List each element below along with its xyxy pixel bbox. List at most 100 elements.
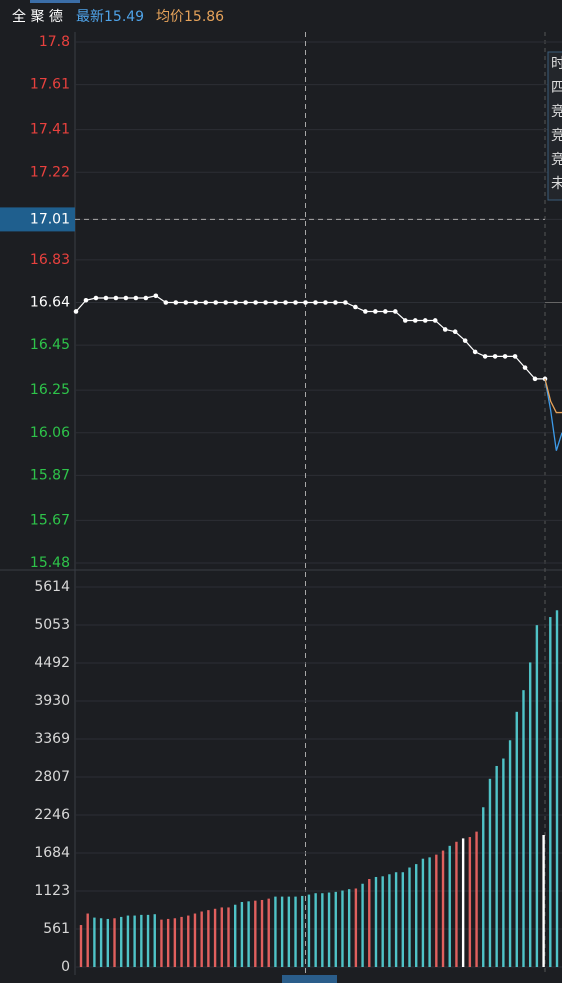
auction-point <box>512 354 518 359</box>
volume-bar <box>79 925 83 967</box>
volume-bar <box>448 845 451 967</box>
latest-value: 15.49 <box>104 9 144 25</box>
volume-bar <box>508 740 512 967</box>
auction-point <box>472 349 478 355</box>
volume-bar <box>99 918 103 967</box>
auction-point <box>223 300 228 305</box>
auction-point <box>333 300 338 305</box>
volume-bar <box>254 900 257 967</box>
volume-bar <box>421 858 425 967</box>
volume-bar <box>193 913 197 967</box>
volume-bar <box>401 872 405 967</box>
y-tick-label: 16.06 <box>30 425 70 441</box>
auction-point <box>133 295 139 301</box>
y-tick-label: 16.45 <box>30 337 70 353</box>
latest-label: 最新 <box>76 9 104 25</box>
volume-bar <box>233 904 237 967</box>
auction-point <box>532 376 538 382</box>
avg-value: 15.86 <box>184 9 224 25</box>
volume-bar <box>106 918 110 967</box>
y-tick-label: 0 <box>61 959 70 975</box>
volume-bar <box>267 898 270 967</box>
auction-point <box>233 300 238 305</box>
y-tick-label: 17.22 <box>30 164 70 180</box>
y-tick-label: 16.83 <box>30 252 70 268</box>
auction-point <box>83 297 89 303</box>
auction-point <box>422 318 428 323</box>
auction-point <box>303 300 308 305</box>
volume-bar <box>549 617 552 967</box>
volume-bar <box>173 918 177 967</box>
auction-point <box>492 354 498 359</box>
auction-point <box>193 300 199 305</box>
volume-bar <box>368 879 371 967</box>
volume-bar <box>274 896 277 967</box>
y-tick-label: 17.01 <box>30 211 70 227</box>
y-tick-label: 561 <box>43 921 70 937</box>
auction-point <box>452 329 458 334</box>
y-tick-label: 2807 <box>34 769 70 785</box>
volume-bar <box>126 915 130 967</box>
auction-point <box>522 365 528 370</box>
auction-point <box>373 309 378 314</box>
volume-bar <box>120 916 123 967</box>
auction-point <box>173 300 179 305</box>
y-tick-label: 15.87 <box>30 467 70 483</box>
auction-point <box>343 300 348 305</box>
auction-point <box>432 318 438 323</box>
volume-bar <box>515 711 518 967</box>
latest-price: 最新15.49 <box>76 9 144 25</box>
tooltip-text: 竞 <box>551 103 562 120</box>
volume-bar <box>495 765 498 967</box>
y-tick-label: 17.8 <box>39 34 70 50</box>
price-line <box>544 378 562 451</box>
tooltip-box <box>547 51 562 201</box>
volume-bar <box>435 854 438 967</box>
y-tick-label: 5614 <box>34 579 70 595</box>
auction-point <box>313 300 318 305</box>
volume-bar <box>347 889 351 967</box>
price-line <box>544 378 562 414</box>
tooltip-text: 竞 <box>551 127 562 144</box>
y-tick-label: 16.25 <box>30 382 70 398</box>
volume-bar <box>321 893 324 967</box>
volume-bar <box>93 917 96 967</box>
y-tick-label: 17.41 <box>30 122 70 138</box>
volume-bar <box>334 891 337 967</box>
stock-name: 全 聚 德 <box>12 8 63 25</box>
auction-point <box>243 300 248 305</box>
volume-bar <box>327 892 331 967</box>
crosshair-label-bg <box>0 207 75 232</box>
y-tick-label: 5053 <box>34 617 70 633</box>
volume-bar <box>388 874 391 967</box>
auction-point <box>103 295 109 301</box>
scrollbar[interactable] <box>282 975 337 983</box>
auction-point <box>183 300 189 305</box>
volume-bar <box>227 907 230 967</box>
volume-bar <box>113 918 116 967</box>
volume-bar <box>441 850 445 967</box>
volume-bar <box>415 864 418 967</box>
auction-point <box>113 295 119 301</box>
y-tick-label: 15.48 <box>30 555 70 571</box>
volume-bar <box>247 901 250 967</box>
auction-point <box>502 354 508 359</box>
auction-point <box>123 295 129 301</box>
volume-bar <box>475 831 478 967</box>
volume-bar <box>280 896 284 967</box>
volume-bar <box>140 914 143 967</box>
tooltip-text: 竞 <box>551 151 562 168</box>
volume-bar <box>468 837 472 967</box>
auction-point <box>323 300 328 305</box>
auction-point <box>393 309 398 314</box>
tooltip-text: 未 <box>551 176 562 192</box>
volume-bar <box>166 918 170 967</box>
volume-bar <box>461 838 465 967</box>
volume-bar <box>200 911 203 967</box>
auction-point <box>213 300 219 305</box>
volume-bar <box>146 914 150 967</box>
y-tick-label: 16.64 <box>30 295 70 311</box>
volume-bar <box>482 807 485 967</box>
tab-indicator <box>30 0 80 3</box>
